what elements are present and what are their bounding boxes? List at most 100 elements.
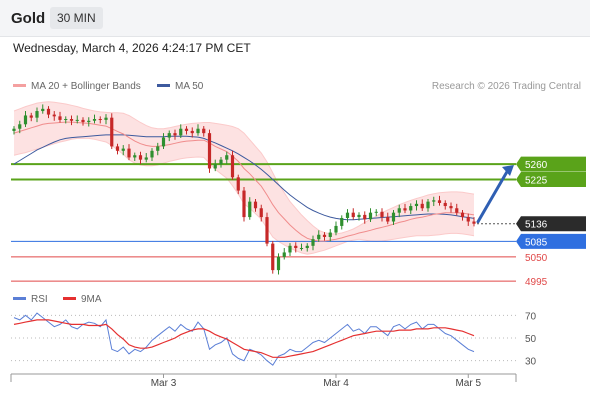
candle-body: [87, 120, 91, 123]
candle-body: [271, 243, 275, 271]
rsi-tick-70: 70: [525, 311, 537, 322]
candle-body: [345, 212, 350, 218]
legend-rsi: RSI: [13, 294, 48, 305]
time-label: Mar 3: [151, 378, 177, 389]
candle-body: [213, 164, 217, 169]
candle-body: [363, 214, 367, 220]
candle-body: [311, 239, 315, 246]
candle-body: [259, 208, 263, 218]
rsi-tick-50: 50: [525, 334, 537, 345]
candle-body: [334, 225, 338, 233]
candle-body: [12, 128, 16, 131]
level-tag-5260: [516, 156, 586, 172]
candle-body: [190, 130, 194, 134]
candle-body: [161, 137, 166, 147]
price-labels: 5260 5225 5085 5050 4995 5136: [477, 156, 586, 288]
candle-body: [242, 190, 246, 218]
candle-body: [138, 155, 143, 160]
candle-body: [391, 212, 396, 222]
rsi-line: [13, 312, 475, 366]
legend-rsi-ma: 9MA: [63, 294, 102, 305]
candle-body: [455, 208, 459, 213]
projection-arrow-shaft: [476, 168, 510, 224]
candle-body: [202, 128, 206, 134]
candle-body: [265, 217, 269, 244]
candle-body: [426, 201, 430, 209]
time-axis: Mar 3 Mar 4 Mar 5: [10, 373, 517, 389]
instrument-title: Gold: [11, 10, 46, 27]
candle-body: [357, 214, 361, 218]
candle-body: [179, 128, 183, 136]
candle-body: [23, 115, 28, 125]
bollinger-band-fill: [14, 101, 474, 255]
candle-body: [317, 234, 321, 240]
moving-averages: [13, 121, 475, 242]
chart-credit: Research © 2026 Trading Central: [431, 81, 581, 92]
candle-body: [46, 108, 51, 115]
candle-body: [58, 116, 62, 120]
rsi-ma-label: 9MA: [81, 294, 102, 305]
rsi-swatch: [13, 296, 26, 300]
timeframe-badge[interactable]: 30 MIN: [50, 7, 103, 29]
candle-body: [207, 133, 212, 169]
candle-body: [294, 245, 298, 249]
candles: [12, 104, 476, 275]
candle-body: [276, 256, 281, 271]
candle-body: [150, 150, 154, 158]
candle-body: [121, 148, 125, 151]
candle-body: [236, 177, 240, 191]
chart-datetime: Wednesday, March 4, 2026 4:24:17 PM CET: [13, 41, 251, 55]
rsi-ma-swatch: [63, 296, 76, 300]
candle-body: [374, 211, 378, 213]
rsi-tick-30: 30: [525, 357, 537, 368]
ma50-swatch: [157, 83, 170, 87]
candle-body: [35, 111, 39, 118]
candle-body: [110, 117, 114, 147]
ma50-line: [13, 134, 475, 221]
candle-body: [328, 232, 332, 237]
candle-body: [253, 201, 258, 209]
candle-body: [386, 217, 390, 222]
bollinger-upper-line: [13, 101, 475, 235]
level-tag-text-5260: 5260: [525, 160, 548, 171]
candle-body: [225, 155, 229, 160]
candle-body: [397, 208, 401, 213]
legend-ma50: MA 50: [157, 81, 203, 92]
candle-body: [230, 155, 235, 178]
level-tag-5085: [516, 233, 586, 249]
candle-body: [460, 212, 465, 218]
candle-body: [18, 124, 22, 129]
level-tag-5225: [516, 172, 586, 188]
candle-body: [92, 119, 97, 121]
candle-body: [248, 201, 252, 218]
candle-body: [41, 108, 45, 112]
candle-body: [368, 212, 373, 220]
rsi-label: RSI: [31, 294, 48, 305]
level-label-5050: 5050: [525, 253, 548, 264]
candle-body: [288, 245, 292, 253]
candle-body: [437, 200, 442, 203]
candle-body: [340, 217, 344, 226]
level-label-4995: 4995: [525, 277, 548, 288]
ma20-line: [13, 121, 475, 242]
ma50-label: MA 50: [175, 81, 204, 92]
rsi-panel: 70 50 30: [11, 311, 537, 368]
candle-body: [52, 114, 56, 117]
candle-body: [64, 119, 68, 120]
candle-body: [380, 211, 384, 218]
time-label: Mar 5: [455, 378, 481, 389]
candle-body: [282, 252, 286, 257]
candle-body: [219, 159, 223, 165]
candle-body: [196, 128, 200, 134]
level-tag-text-5225: 5225: [525, 176, 548, 187]
candle-body: [75, 119, 79, 121]
price-levels: [11, 163, 516, 282]
candle-body: [144, 157, 148, 160]
candle-body: [184, 128, 189, 131]
candle-body: [69, 119, 74, 121]
candle-body: [104, 117, 108, 120]
candle-body: [351, 212, 355, 218]
candle-body: [449, 206, 453, 209]
candle-body: [322, 234, 327, 237]
